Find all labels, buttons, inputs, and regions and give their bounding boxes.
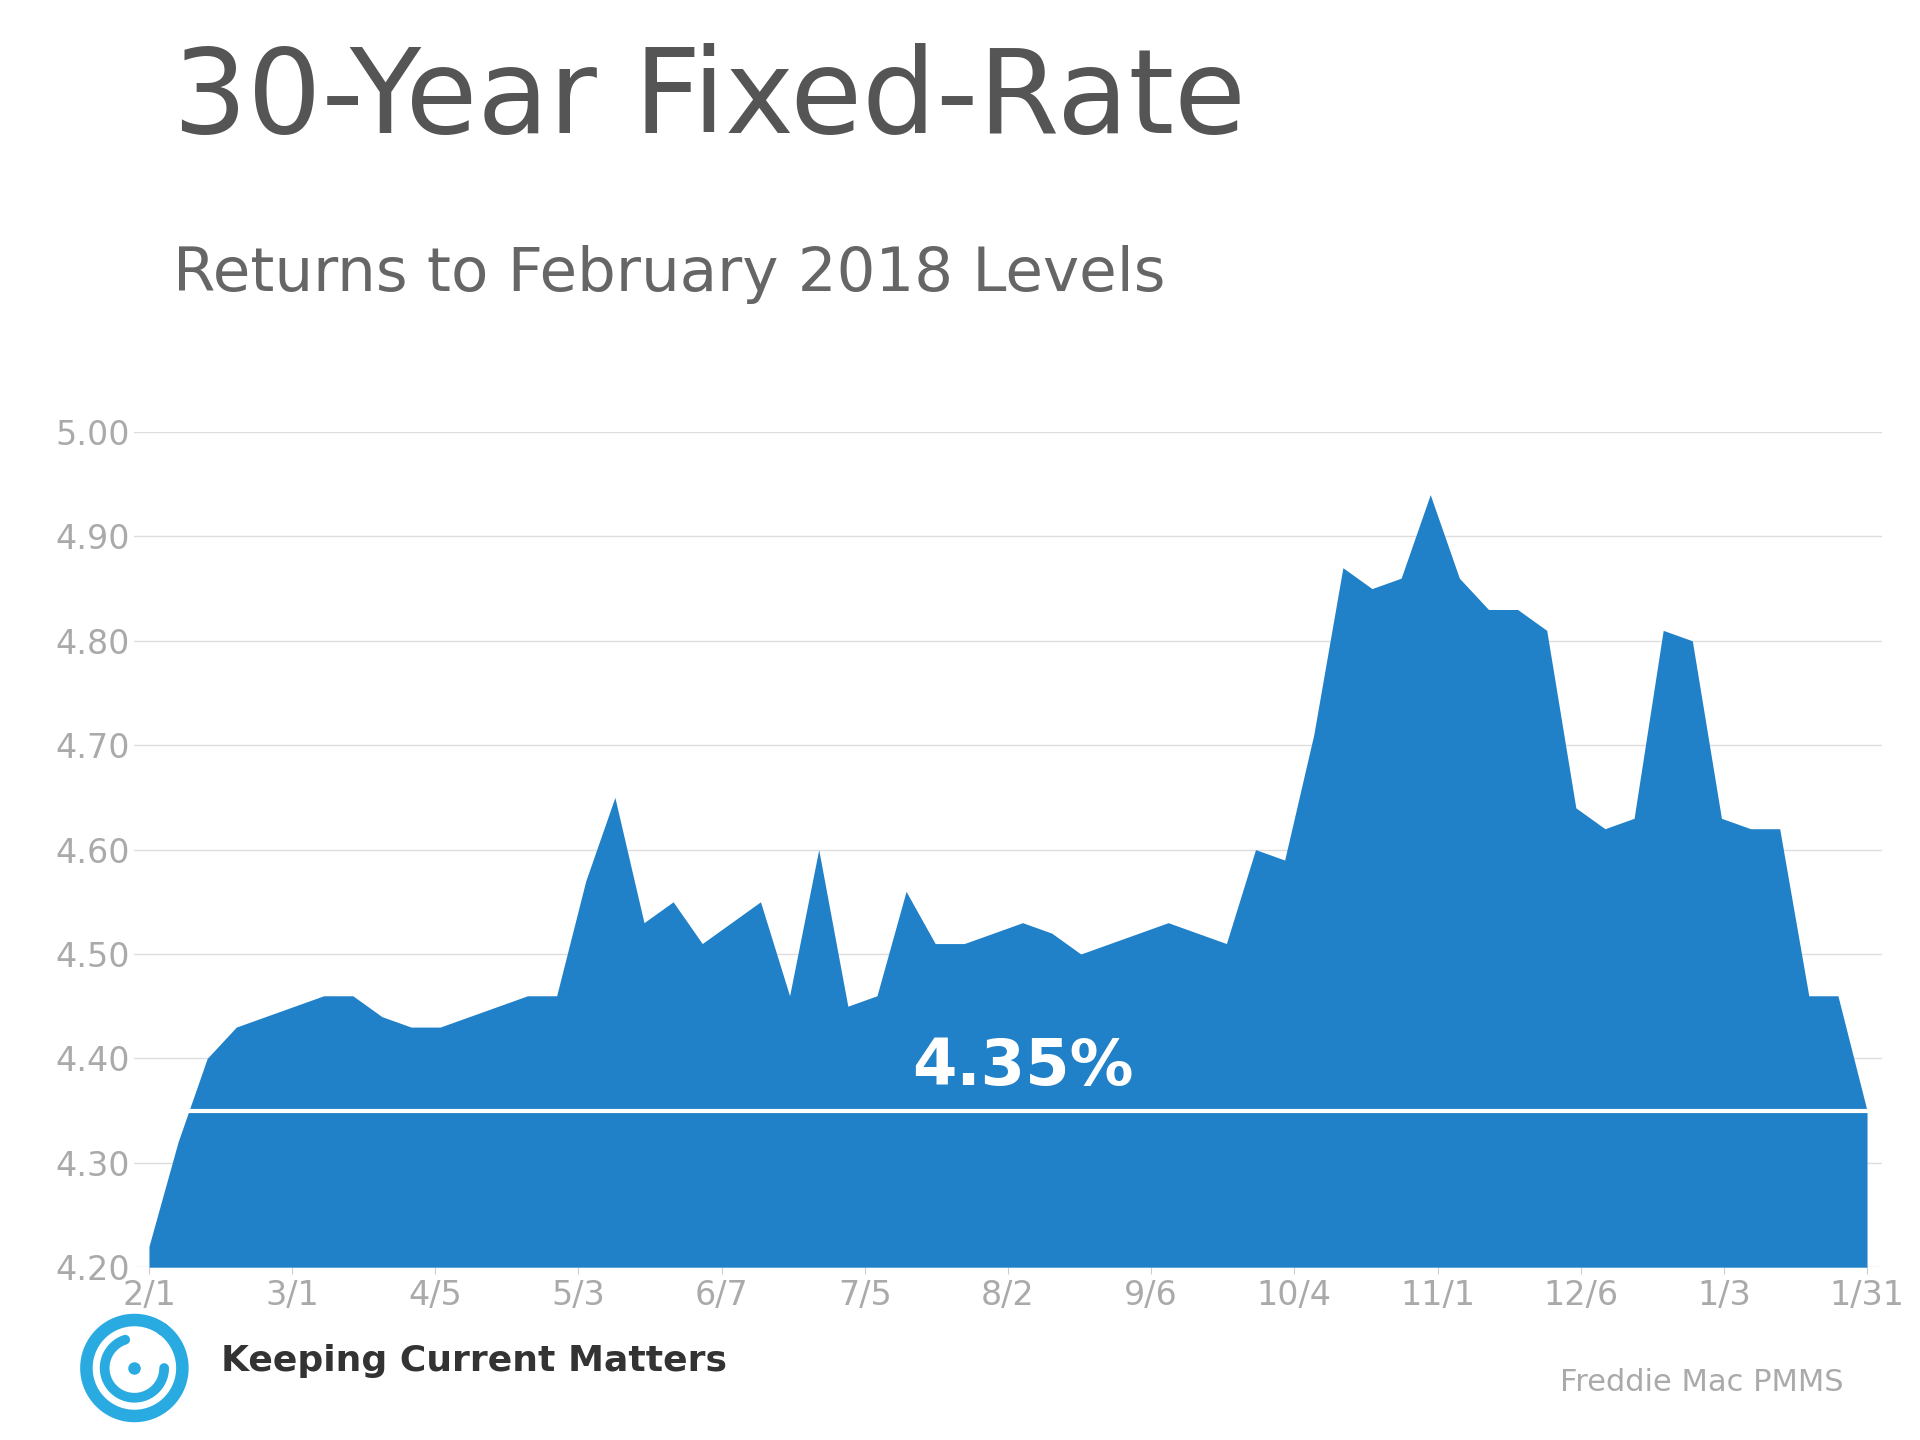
Text: Freddie Mac PMMS: Freddie Mac PMMS [1559,1368,1843,1397]
Text: Returns to February 2018 Levels: Returns to February 2018 Levels [173,245,1165,304]
Text: 30-Year Fixed-Rate: 30-Year Fixed-Rate [173,43,1246,158]
Text: Keeping Current Matters: Keeping Current Matters [221,1344,728,1378]
Text: 4.35%: 4.35% [912,1035,1133,1099]
